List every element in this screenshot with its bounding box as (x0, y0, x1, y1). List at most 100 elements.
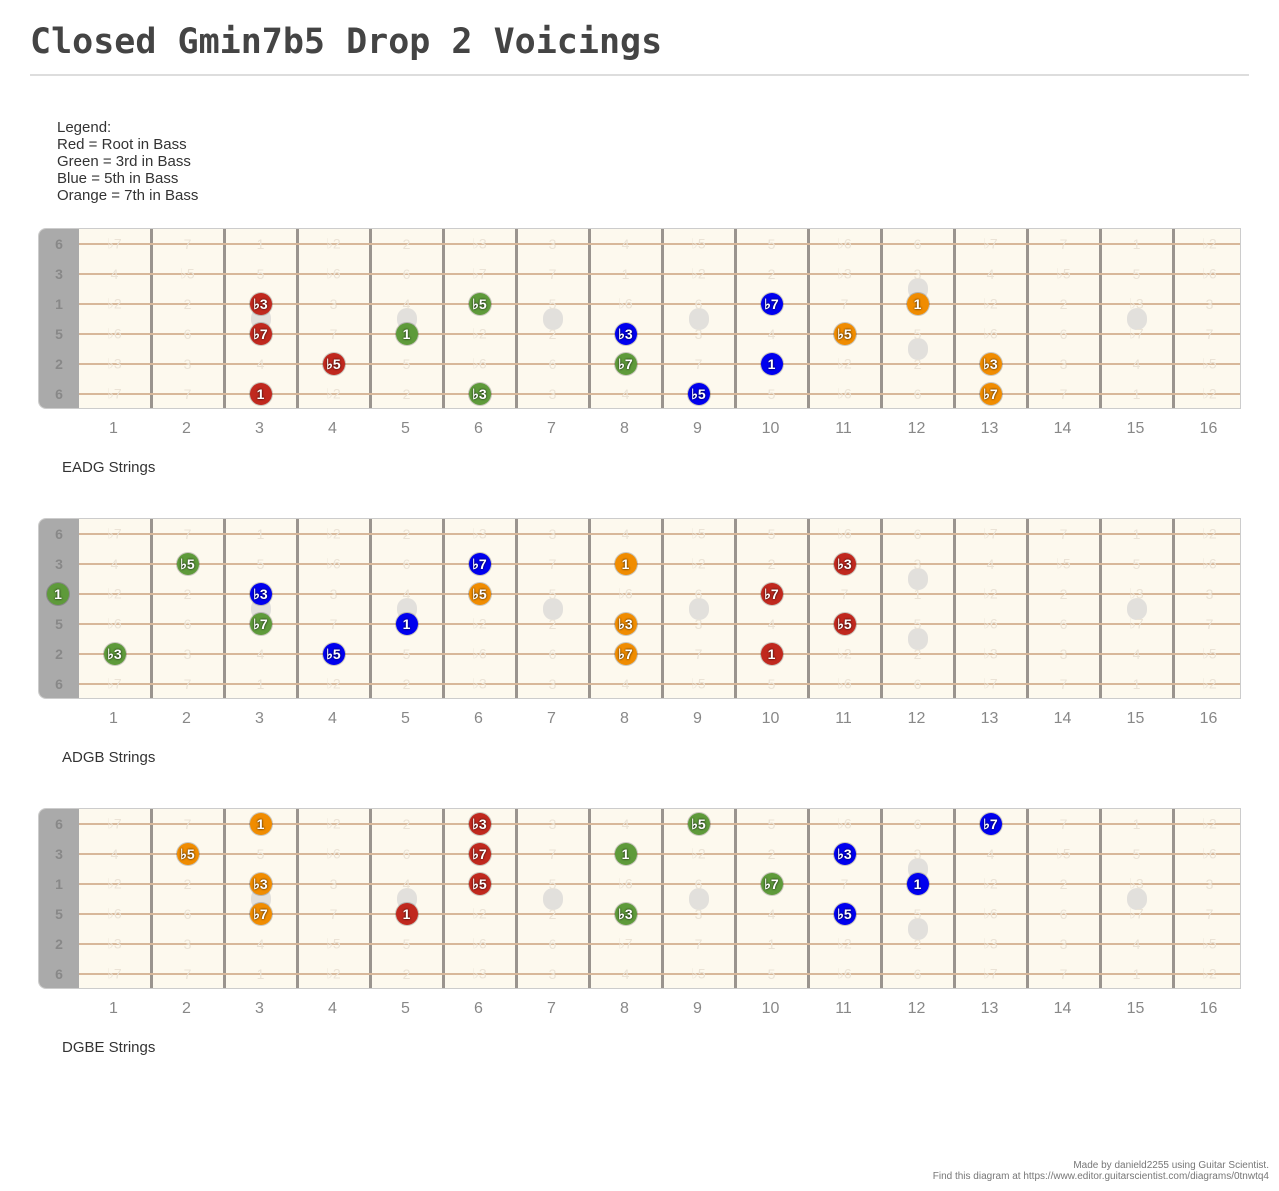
fret-interval-label: 7 (183, 966, 192, 982)
footer-credit: Made by danield2255 using Guitar Scienti… (1073, 1160, 1269, 1171)
fret-interval-label: 5 (767, 526, 776, 542)
fret-inlay (907, 918, 928, 940)
note-dot-red: 1 (249, 383, 272, 405)
string-interval-label: 6 (55, 816, 63, 832)
fret-interval-label: ♭7 (983, 965, 998, 982)
string-line (79, 363, 1240, 365)
fret-interval-label: 3 (1059, 936, 1068, 952)
fret-interval-label: ♭7 (107, 675, 122, 692)
legend-blue: Blue = 5th in Bass (57, 170, 179, 187)
fret-interval-label: ♭7 (618, 935, 633, 952)
note-dot-orange: ♭5 (833, 323, 856, 345)
note-dot-red: ♭3 (468, 813, 491, 835)
note-dot-orange: ♭3 (979, 353, 1002, 375)
note-dot-orange: ♭5 (468, 583, 491, 605)
fret-interval-label: 4 (402, 876, 411, 892)
fret-wire (807, 229, 810, 408)
string-line (79, 333, 1240, 335)
fret-number: 3 (255, 420, 264, 437)
fret-number: 12 (907, 710, 926, 727)
fret-interval-label: 7 (1205, 616, 1214, 632)
fret-interval-label: 5 (913, 906, 922, 922)
nut (39, 519, 79, 698)
fret-interval-label: 3 (913, 556, 922, 572)
fret-wire (734, 229, 737, 408)
note-dot-orange: 1 (614, 553, 637, 575)
fret-interval-label: 2 (767, 556, 776, 572)
fret-wire (661, 229, 664, 408)
fret-interval-label: 5 (402, 646, 411, 662)
fret-number: 6 (474, 1000, 483, 1017)
fret-interval-label: ♭2 (691, 845, 706, 862)
fret-interval-label: ♭3 (1129, 875, 1144, 892)
string-line (79, 273, 1240, 275)
fret-wire (369, 229, 372, 408)
nut (39, 809, 79, 988)
fret-interval-label: 4 (986, 846, 995, 862)
fret-interval-label: 3 (329, 296, 338, 312)
string-line (79, 683, 1240, 685)
fret-interval-label: ♭2 (983, 295, 998, 312)
fret-interval-label: 1 (256, 526, 265, 542)
fret-interval-label: 5 (548, 876, 557, 892)
note-dot-blue: ♭5 (687, 383, 710, 405)
fret-interval-label: 7 (1205, 326, 1214, 342)
fret-interval-label: 3 (183, 356, 192, 372)
fret-interval-label: ♭2 (326, 815, 341, 832)
string-interval-label: 1 (55, 296, 63, 312)
string-interval-label: 2 (55, 936, 63, 952)
fret-wire (880, 809, 883, 988)
note-dot-red: ♭3 (833, 553, 856, 575)
fret-interval-label: ♭6 (618, 295, 633, 312)
note-dot-red: 1 (760, 643, 783, 665)
fret-interval-label: 4 (986, 266, 995, 282)
fret-interval-label: 2 (913, 646, 922, 662)
string-line (79, 973, 1240, 975)
legend-green: Green = 3rd in Bass (57, 153, 191, 170)
fret-interval-label: 2 (1059, 876, 1068, 892)
fret-interval-label: ♭6 (618, 875, 633, 892)
fret-number: 1 (109, 1000, 118, 1017)
fret-interval-label: 5 (767, 236, 776, 252)
fret-interval-label: 4 (256, 356, 265, 372)
fret-wire (515, 519, 518, 698)
fret-interval-label: ♭3 (983, 645, 998, 662)
fret-interval-label: ♭5 (1056, 845, 1071, 862)
fret-interval-label: ♭7 (107, 965, 122, 982)
fret-interval-label: ♭6 (837, 675, 852, 692)
fret-wire (223, 809, 226, 988)
fret-interval-label: 6 (913, 386, 922, 402)
note-dot-orange: ♭5 (176, 843, 199, 865)
fret-number: 8 (620, 420, 629, 437)
fret-interval-label: ♭6 (472, 355, 487, 372)
string-interval-label: 3 (55, 556, 63, 572)
fret-interval-label: 1 (913, 586, 922, 602)
note-dot-blue: ♭3 (614, 323, 637, 345)
fret-number: 12 (907, 420, 926, 437)
fret-interval-label: 4 (621, 386, 630, 402)
fret-interval-label: 1 (621, 266, 630, 282)
fret-number: 9 (693, 710, 702, 727)
fret-number: 4 (328, 710, 337, 727)
fret-interval-label: ♭2 (691, 555, 706, 572)
fret-number: 7 (547, 710, 556, 727)
fret-interval-label: 3 (913, 846, 922, 862)
fretboard: 6 ♭7 7 1 ♭2 2 ♭3 3 4 ♭5 5 ♭6 6 ♭7 7 1 ♭2 3 4 5 ♭6 6 7 ♭2 2 3 4 ♭5 5 ♭… (38, 518, 1241, 699)
fret-interval-label: ♭5 (1202, 355, 1217, 372)
fret-interval-label: 7 (1059, 526, 1068, 542)
fret-interval-label: ♭2 (983, 585, 998, 602)
fret-interval-label: 5 (256, 846, 265, 862)
fret-wire (807, 809, 810, 988)
note-dot-green: 1 (614, 843, 637, 865)
footer: Made by danield2255 using Guitar Scienti… (933, 1160, 1269, 1182)
fret-wire (1026, 519, 1029, 698)
fret-interval-label: 7 (183, 236, 192, 252)
fret-interval-label: ♭6 (326, 555, 341, 572)
fret-interval-label: 4 (1132, 936, 1141, 952)
fret-wire (150, 809, 153, 988)
fret-interval-label: 2 (913, 936, 922, 952)
note-dot-blue: ♭3 (833, 843, 856, 865)
fret-interval-label: ♭6 (983, 905, 998, 922)
fret-wire (1172, 809, 1175, 988)
fret-interval-label: 4 (621, 816, 630, 832)
